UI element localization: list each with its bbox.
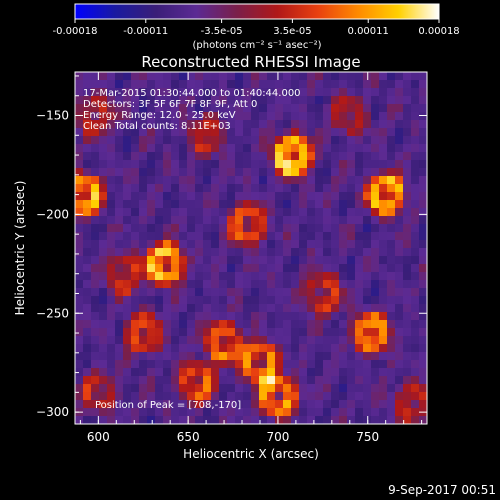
colorbar-tick-label: 0.00011 — [348, 26, 389, 37]
colorbar-frame — [74, 3, 440, 20]
annotation-line: Energy Range: 12.0 - 25.0 keV — [83, 110, 236, 121]
colorbar-ticks: -0.00018 -0.00011 -3.5e-05 3.5e-05 0.00011 0.… — [53, 19, 460, 37]
colorbar — [75, 4, 439, 19]
annotation-line: Detectors: 3F 5F 6F 7F 8F 9F, Att 0 — [83, 99, 257, 110]
annotation-block: 17-Mar-2015 01:30:44.000 to 01:40:44.000… — [83, 88, 301, 132]
x-tick-label: 750 — [356, 430, 379, 444]
x-tick-label: 700 — [266, 430, 289, 444]
annotation-line: Clean Total counts: 8.11E+03 — [83, 121, 231, 132]
x-axis: 600 650 700 750 — [79, 72, 423, 444]
x-tick-label: 650 — [177, 430, 200, 444]
y-axis-label: Heliocentric Y (arcsec) — [13, 181, 27, 316]
plot-frame — [74, 71, 428, 425]
colorbar-tick-label: 0.00018 — [418, 26, 459, 37]
y-tick-label: −200 — [36, 207, 69, 221]
annotation-line: 17-Mar-2015 01:30:44.000 to 01:40:44.000 — [83, 88, 301, 99]
y-tick-label: −250 — [36, 306, 69, 320]
colorbar-tick-label: -0.00018 — [53, 26, 98, 37]
footer-date: 9-Sep-2017 00:51 — [388, 483, 496, 497]
colorbar-tick-label: -3.5e-05 — [201, 26, 243, 37]
x-tick-label: 600 — [87, 430, 110, 444]
y-tick-label: −150 — [36, 109, 69, 123]
peak-position-label: Position of Peak = [708,-170] — [95, 400, 241, 411]
colorbar-units: (photons cm⁻² s⁻¹ asec⁻²) — [192, 40, 321, 51]
colorbar-tick-label: 3.5e-05 — [273, 26, 311, 37]
heatmap-image — [75, 72, 427, 424]
y-axis: −150 −200 −250 −300 — [36, 75, 427, 419]
x-axis-label: Heliocentric X (arcsec) — [183, 447, 319, 461]
colorbar-tick-label: -0.00011 — [123, 26, 168, 37]
y-tick-label: −300 — [36, 405, 69, 419]
chart-title: Reconstructed RHESSI Image — [141, 53, 360, 71]
